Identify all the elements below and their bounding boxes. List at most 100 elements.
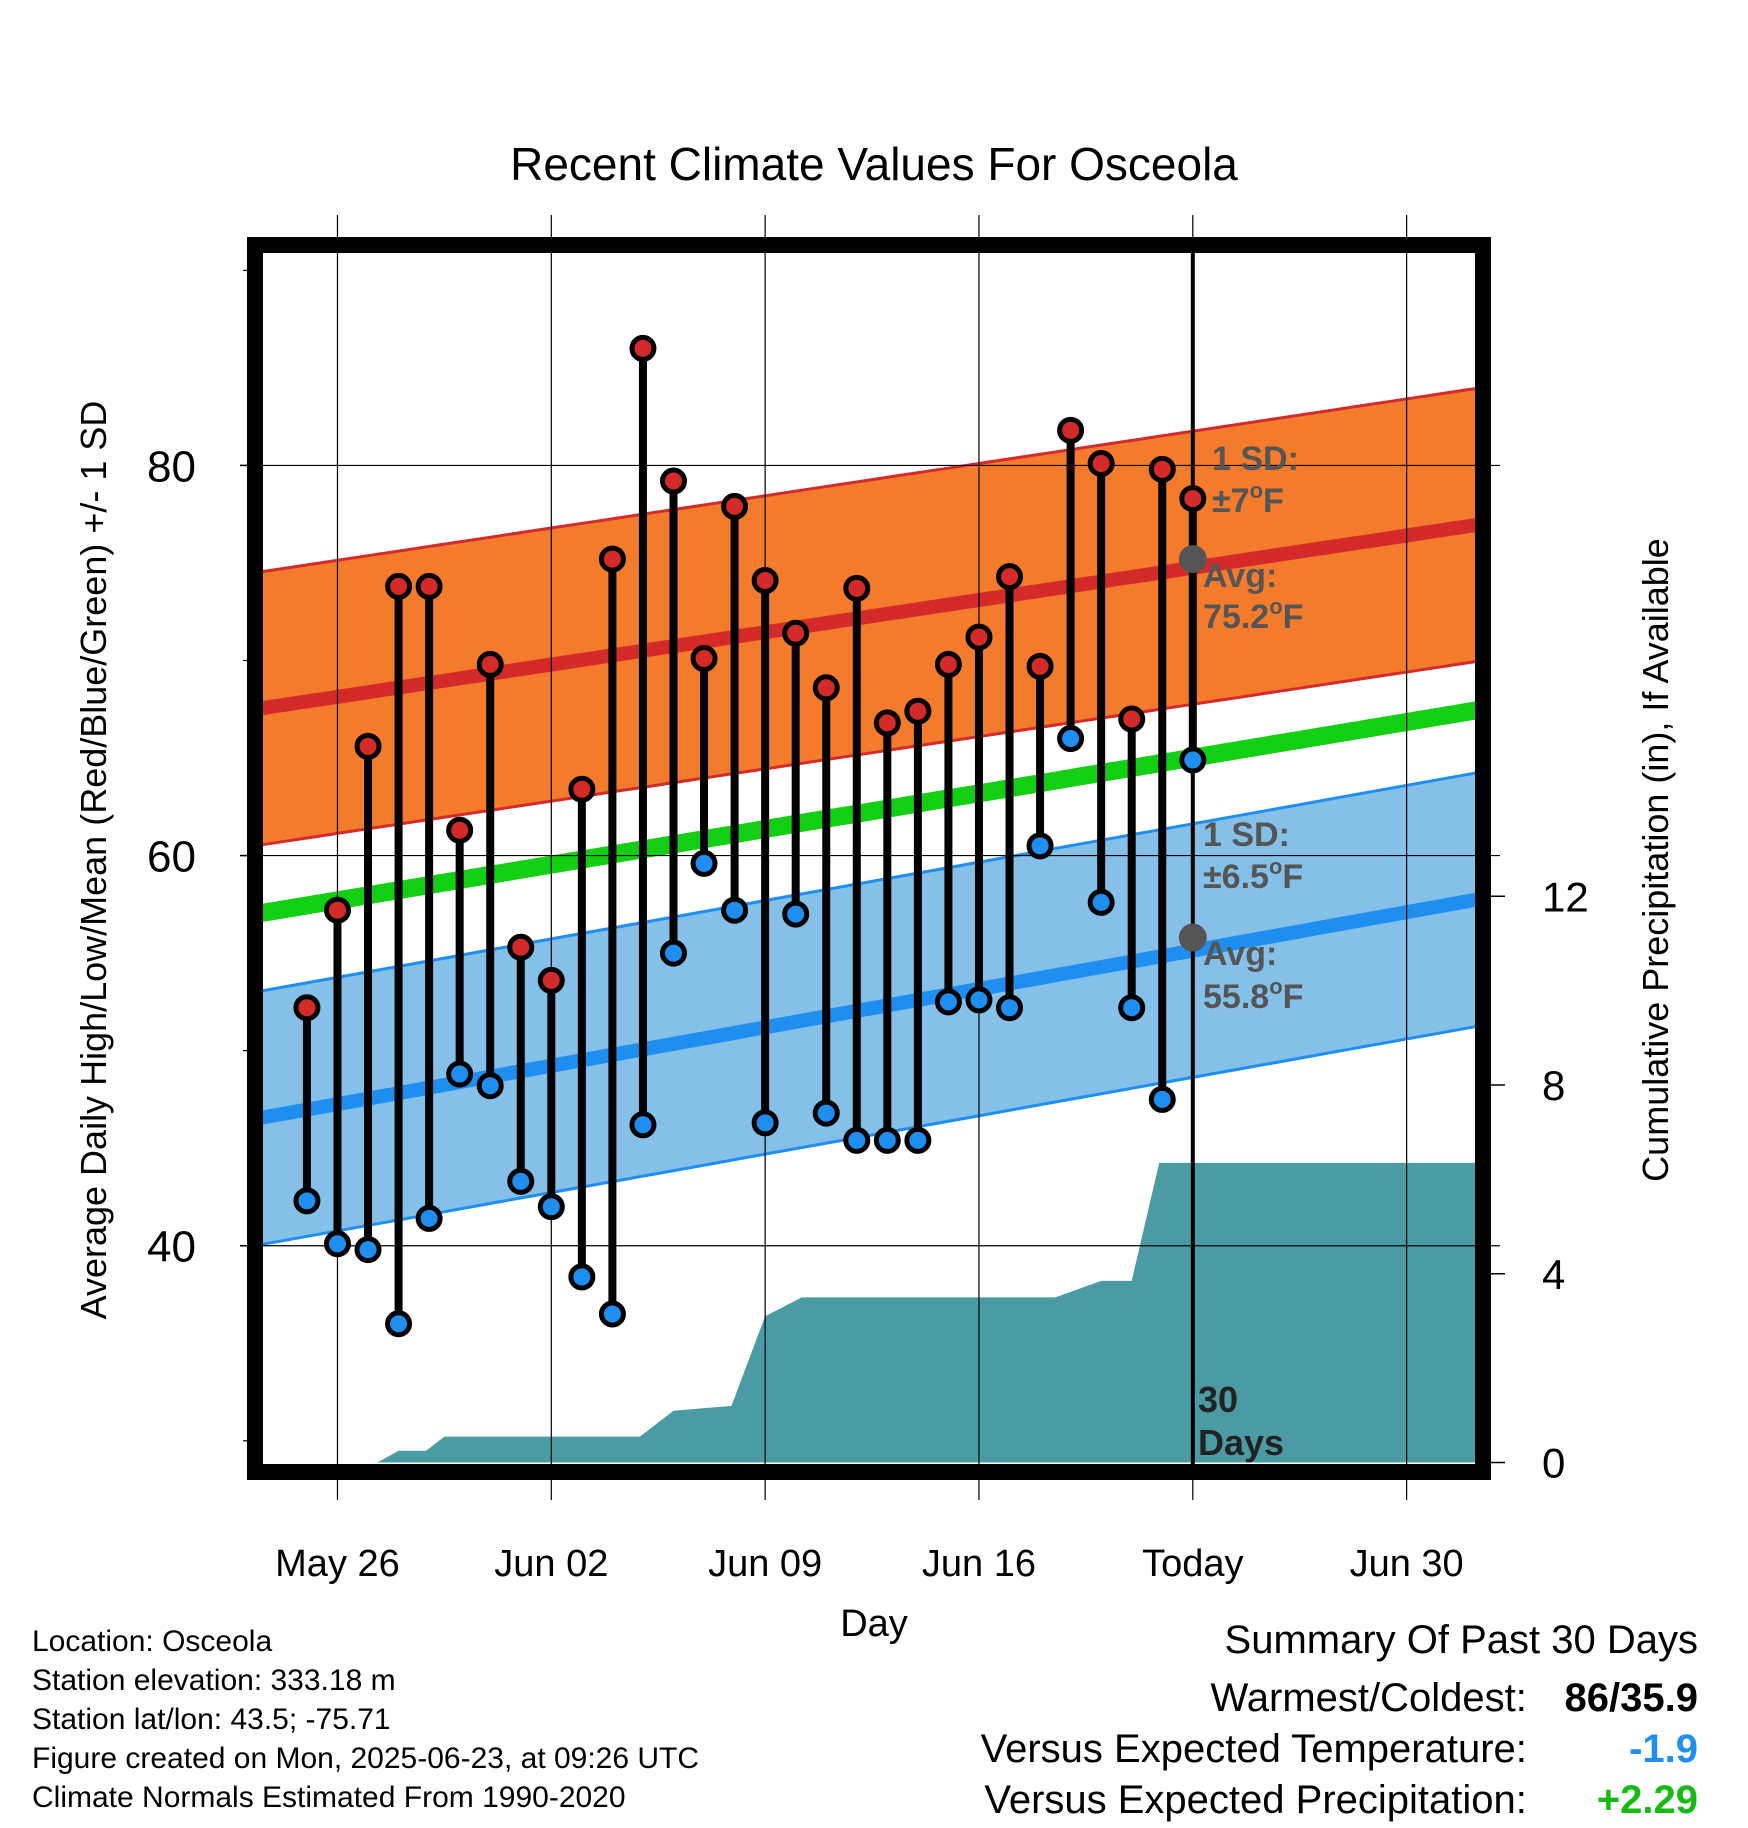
daily-high-point [965, 623, 993, 651]
daily-high-point [843, 574, 871, 602]
daily-low-point [873, 1126, 901, 1154]
high-band-lower-edge [254, 659, 1484, 848]
daily-low-point [1179, 746, 1207, 774]
created-text: Figure created on Mon, 2025-06-23, at 09… [32, 1742, 700, 1775]
daily-low-point [446, 1060, 474, 1088]
daily-low-point [812, 1099, 840, 1127]
daily-low-point [385, 1310, 413, 1338]
daily-high-point [873, 709, 901, 737]
daily-low-point [354, 1236, 382, 1264]
y2-tick-label: 0 [1542, 1440, 1565, 1487]
summary-temp-row: Versus Expected Temperature: -1.9 [981, 1724, 1698, 1775]
elevation-text: Station elevation: 333.18 m [32, 1664, 396, 1697]
x-axis-label: Day [840, 1603, 908, 1645]
daily-high-point [690, 645, 718, 673]
y-tick-label: 40 [147, 1223, 196, 1272]
x-tick-label: Jun 09 [708, 1543, 822, 1585]
daily-high-point [782, 619, 810, 647]
window-label-number: 30 [1198, 1379, 1238, 1420]
summary-precip-value: +2.29 [1596, 1778, 1698, 1822]
daily-high-point [1118, 705, 1146, 733]
summary-precip-row: Versus Expected Precipitation: +2.29 [981, 1775, 1698, 1826]
precipitation-area [377, 1162, 1483, 1463]
daily-low-point [904, 1126, 932, 1154]
y-tick-label: 60 [147, 833, 196, 882]
x-tick-label: Today [1142, 1543, 1243, 1585]
daily-high-point [507, 933, 535, 961]
daily-high-point [1057, 416, 1085, 444]
daily-low-point [598, 1300, 626, 1328]
daily-high-point [568, 775, 596, 803]
daily-high-point [996, 563, 1024, 591]
summary-warmest-value: 86/35.9 [1564, 1676, 1698, 1720]
daily-low-point [568, 1263, 596, 1291]
daily-high-point [415, 572, 443, 600]
daily-high-point [1026, 652, 1054, 680]
summary-title: Summary Of Past 30 Days [1224, 1618, 1698, 1662]
daily-high-point [1087, 449, 1115, 477]
latlon-text: Station lat/lon: 43.5; -75.71 [32, 1703, 391, 1736]
daily-low-point [415, 1204, 443, 1232]
window-label-days: Days [1198, 1422, 1284, 1463]
high-avg-label: Avg: [1203, 557, 1277, 595]
summary-temp-value: -1.9 [1629, 1727, 1698, 1771]
daily-low-point [721, 896, 749, 924]
daily-low-point [659, 939, 687, 967]
location-text: Location: Osceola [32, 1625, 273, 1658]
daily-low-point [782, 900, 810, 928]
daily-high-point [629, 334, 657, 362]
normals-text: Climate Normals Estimated From 1990-2020 [32, 1781, 626, 1814]
daily-high-point [1148, 455, 1176, 483]
daily-low-point [1057, 725, 1085, 753]
daily-low-point [1087, 888, 1115, 916]
daily-low-point [507, 1167, 535, 1195]
daily-low-point [934, 988, 962, 1016]
daily-high-point [812, 674, 840, 702]
high-sd-label: 1 SD: [1212, 440, 1299, 478]
high-sd-value: ±7oF [1212, 478, 1284, 520]
daily-low-point [476, 1072, 504, 1100]
daily-high-point [323, 896, 351, 924]
summary-temp-label: Versus Expected Temperature: [980, 1727, 1527, 1771]
summary-warmest-row: Warmest/Coldest: 86/35.9 [981, 1673, 1699, 1724]
daily-high-point [385, 572, 413, 600]
daily-low-point [293, 1187, 321, 1215]
daily-high-point [721, 492, 749, 520]
x-tick-label: Jun 30 [1350, 1543, 1464, 1585]
today-high-avg-marker [1178, 545, 1207, 574]
daily-low-point [323, 1230, 351, 1258]
summary-warmest-label: Warmest/Coldest: [1210, 1676, 1527, 1720]
y2-tick-label: 4 [1542, 1251, 1565, 1298]
summary-precip-label: Versus Expected Precipitation: [984, 1778, 1527, 1822]
daily-low-point [1148, 1085, 1176, 1113]
daily-low-point [1026, 832, 1054, 860]
low-sd-value: ±6.5oF [1203, 854, 1303, 896]
low-sd-label: 1 SD: [1203, 816, 1290, 854]
daily-high-point [598, 545, 626, 573]
x-tick-label: May 26 [275, 1543, 400, 1585]
high-mean-line [253, 517, 1485, 717]
y-axis-label: Average Daily High/Low/Mean (Red/Blue/Gr… [73, 401, 114, 1320]
daily-high-point [904, 697, 932, 725]
station-info: Location: Osceola Station elevation: 333… [32, 1622, 699, 1817]
daily-high-point [354, 732, 382, 760]
low-avg-value: 55.8oF [1203, 974, 1303, 1016]
plot-frame [247, 237, 1491, 1480]
summary-panel: Summary Of Past 30 Days Warmest/Coldest:… [981, 1618, 1698, 1826]
daily-high-point [446, 816, 474, 844]
low-avg-label: Avg: [1203, 935, 1277, 973]
y2-axis-label: Cumulative Precipitation (in), If Availa… [1635, 538, 1676, 1182]
daily-low-point [537, 1193, 565, 1221]
today-low-avg-marker [1178, 923, 1207, 952]
daily-high-point [934, 650, 962, 678]
high-band-upper-edge [254, 385, 1484, 575]
daily-low-point [996, 994, 1024, 1022]
daily-high-point [659, 467, 687, 495]
daily-high-point [1179, 485, 1207, 513]
x-tick-label: Jun 16 [922, 1543, 1036, 1585]
y2-tick-label: 12 [1542, 873, 1589, 920]
x-tick-label: Jun 02 [494, 1543, 608, 1585]
daily-low-point [629, 1111, 657, 1139]
